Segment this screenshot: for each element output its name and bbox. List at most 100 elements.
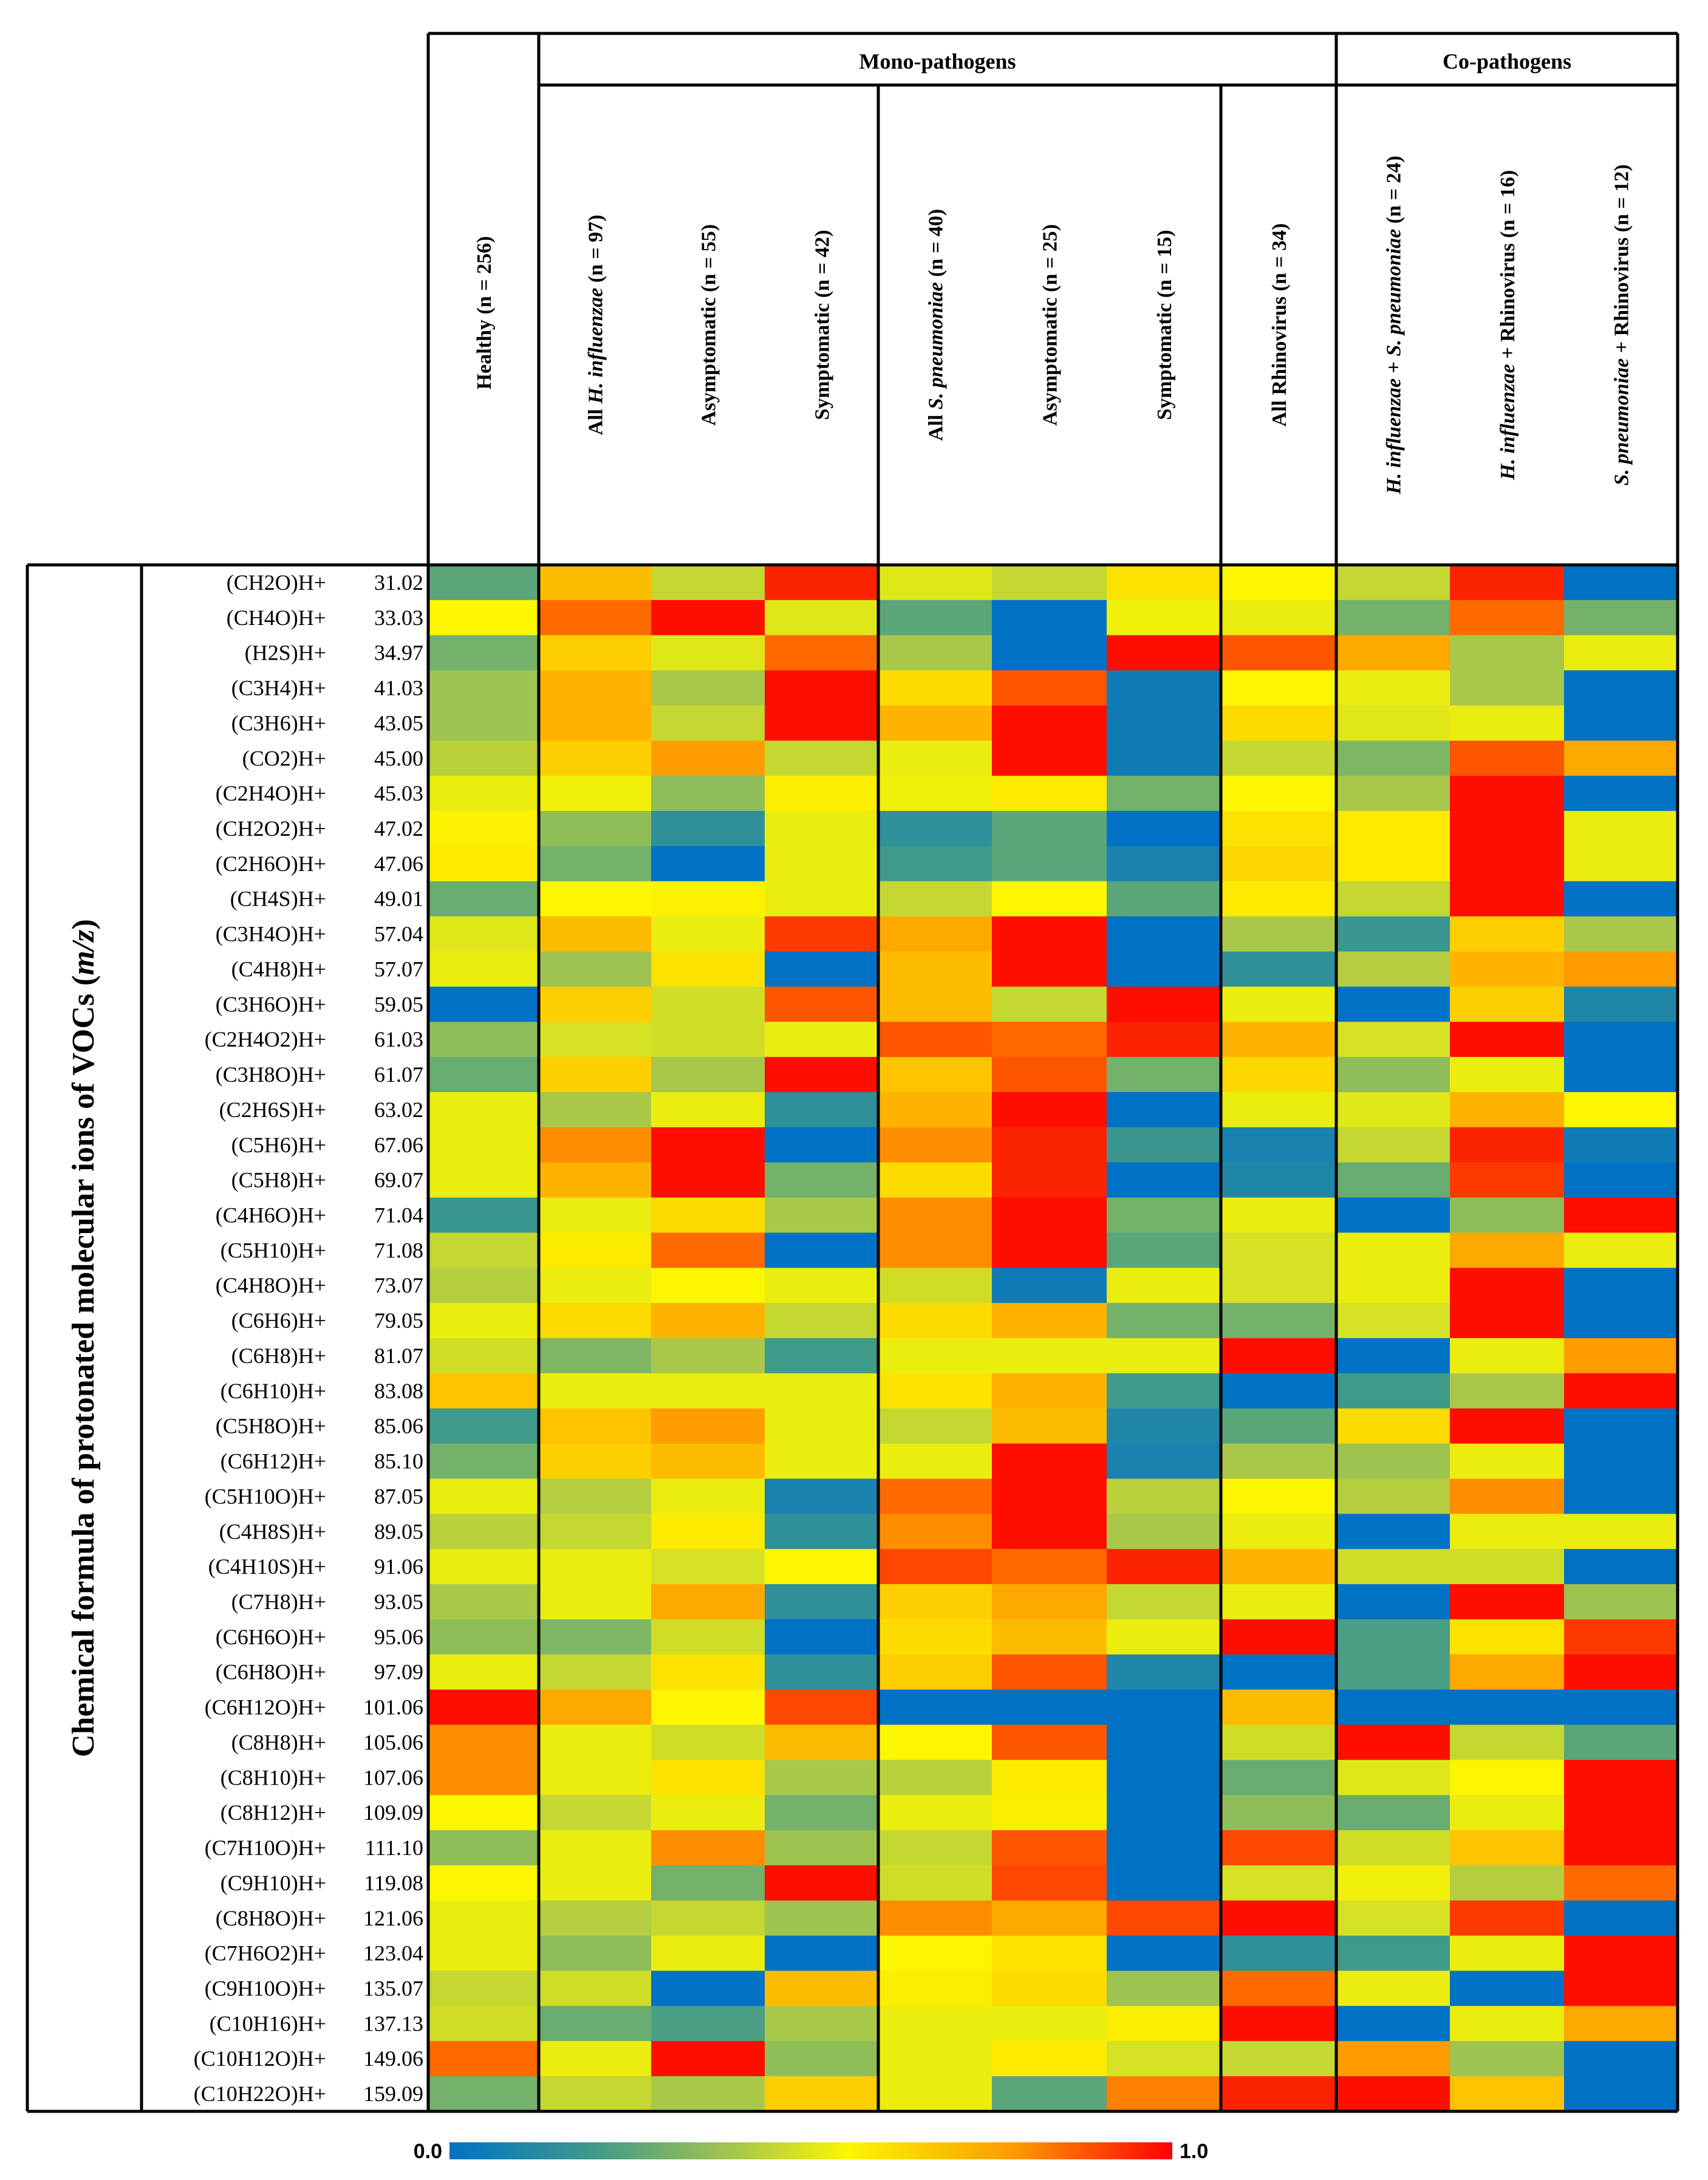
heatmap-cell [1564, 1022, 1678, 1058]
heatmap-cell [1564, 1689, 1678, 1726]
heatmap-cell [992, 1303, 1107, 1339]
heatmap-cell [651, 2041, 765, 2077]
heatmap-cell [651, 1162, 765, 1198]
heatmap-cell [1450, 881, 1564, 917]
heatmap-cell [1107, 1900, 1221, 1936]
heatmap-cells [428, 565, 1678, 2112]
heatmap-cell [765, 705, 878, 741]
column-header: All H. influenzae (n = 97) [585, 214, 607, 435]
heatmap-cell [1107, 1268, 1221, 1304]
heatmap-cell [1564, 1514, 1678, 1550]
row-label-formula: (C6H6)H+ [231, 1308, 326, 1333]
heatmap-cell [539, 1022, 651, 1058]
row-label-mz: 83.08 [374, 1379, 423, 1403]
heatmap-cell [765, 1760, 878, 1796]
heatmap-cell [1336, 1900, 1450, 1936]
heatmap-cell [1564, 1935, 1678, 1972]
heatmap-cell [1107, 600, 1221, 636]
heatmap-cell [1564, 1760, 1678, 1796]
heatmap-cell [1564, 1549, 1678, 1585]
heatmap-cell [428, 951, 539, 987]
row-label-formula: (CH2O)H+ [227, 570, 326, 595]
colorbar: 0.0 1.0 [414, 2140, 1209, 2163]
heatmap-cell [765, 1057, 878, 1093]
heatmap-cell [1336, 811, 1450, 847]
heatmap-cell [1564, 1303, 1678, 1339]
heatmap-cell [878, 811, 992, 847]
column-header: S. pneumoniae + Rhinovirus (n = 12) [1611, 164, 1633, 485]
heatmap-cell [1564, 2041, 1678, 2077]
heatmap-cell [428, 1127, 539, 1163]
heatmap-cell [878, 1268, 992, 1304]
row-label-formula: (C7H8)H+ [231, 1590, 326, 1614]
heatmap-cell [539, 1162, 651, 1198]
row-label-mz: 61.03 [374, 1027, 423, 1051]
row-label-formula: (C8H8)H+ [231, 1730, 326, 1754]
heatmap-cell [539, 1970, 651, 2007]
heatmap-cell [1336, 1514, 1450, 1550]
heatmap-cell [1107, 1830, 1221, 1866]
heatmap-cell [1107, 740, 1221, 776]
heatmap-cell [1564, 2006, 1678, 2042]
heatmap-cell [765, 916, 878, 952]
heatmap-cell [1450, 1092, 1564, 1128]
heatmap-cell [1564, 2076, 1678, 2112]
heatmap-cell [1336, 1549, 1450, 1585]
row-label-mz: 81.07 [374, 1344, 423, 1368]
heatmap-cell [428, 986, 539, 1022]
heatmap-cell [1564, 811, 1678, 847]
heatmap-cell [878, 600, 992, 636]
heatmap-cell [428, 565, 539, 601]
heatmap-cell [539, 1900, 651, 1936]
heatmap-cell [765, 635, 878, 671]
row-label-formula: (C6H12O)H+ [205, 1695, 326, 1720]
heatmap-cell [539, 776, 651, 812]
heatmap-cell [765, 1865, 878, 1901]
heatmap-cell [1336, 1830, 1450, 1866]
heatmap-cell [1221, 1654, 1336, 1690]
heatmap-cell [765, 1514, 878, 1550]
row-label-mz: 91.06 [374, 1554, 423, 1579]
heatmap-cell [1450, 846, 1564, 882]
heatmap-cell [765, 1584, 878, 1620]
column-header: Symptomatic (n = 42) [811, 230, 834, 420]
heatmap-cell [651, 1724, 765, 1760]
heatmap-cell [1564, 1830, 1678, 1866]
heatmap-cell [428, 1795, 539, 1831]
heatmap-cell [651, 1865, 765, 1901]
heatmap-cell [765, 1724, 878, 1760]
heatmap-cell [765, 2006, 878, 2042]
heatmap-cell [428, 1514, 539, 1550]
row-label-formula: (C8H12)H+ [220, 1800, 326, 1825]
heatmap-cell [992, 1795, 1107, 1831]
heatmap-cell [992, 1057, 1107, 1093]
row-label-formula: (C10H22O)H+ [194, 2082, 326, 2106]
heatmap-cell [878, 1654, 992, 1690]
heatmap-cell [428, 2076, 539, 2112]
heatmap-cell [428, 811, 539, 847]
heatmap-cell [765, 1197, 878, 1234]
heatmap-cell [1336, 1232, 1450, 1268]
row-label-formula: (C2H4O2)H+ [205, 1027, 326, 1051]
row-label-mz: 71.08 [374, 1238, 423, 1262]
heatmap-cell [878, 951, 992, 987]
heatmap-cell [1450, 1830, 1564, 1866]
heatmap-cell [878, 1795, 992, 1831]
heatmap-cell [1564, 916, 1678, 952]
heatmap-cell [428, 916, 539, 952]
heatmap-cell [539, 740, 651, 776]
heatmap-cell [539, 1689, 651, 1726]
heatmap-cell [992, 2076, 1107, 2112]
row-label-mz: 85.06 [374, 1414, 423, 1438]
row-label-formula: (CO2)H+ [242, 746, 326, 770]
column-header: Symptomatic (n = 15) [1153, 230, 1176, 420]
heatmap-cell [1107, 1162, 1221, 1198]
heatmap-cell [1336, 846, 1450, 882]
colorbar-min-label: 0.0 [414, 2140, 442, 2163]
heatmap-cell [651, 916, 765, 952]
heatmap-cell [878, 1935, 992, 1972]
heatmap-cell [1221, 2006, 1336, 2042]
heatmap-cell [765, 1795, 878, 1831]
heatmap-cell [428, 670, 539, 706]
heatmap-cell [1450, 951, 1564, 987]
